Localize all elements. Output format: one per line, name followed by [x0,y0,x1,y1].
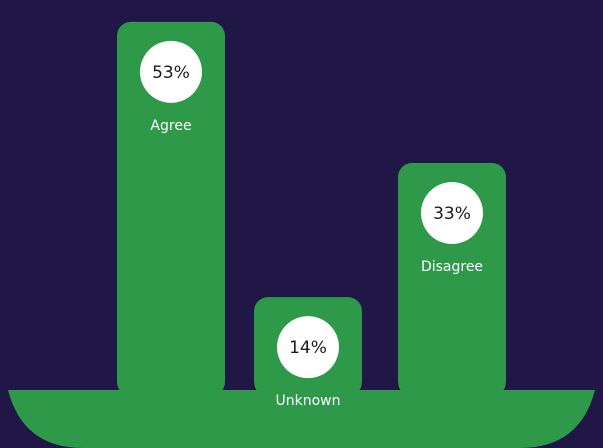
value-label-agree: 53% [152,63,190,83]
value-bubble-unknown [277,316,339,379]
category-label-agree: Agree [150,118,191,134]
value-label-disagree: 33% [433,204,471,224]
category-label-disagree: Disagree [421,259,483,275]
category-label-unknown: Unknown [276,393,341,409]
chart-base-bowl [8,390,595,448]
value-bubble-disagree [421,182,483,245]
value-bubble-agree [140,40,202,103]
bar-agree [117,21,225,396]
value-label-unknown: 14% [289,338,327,358]
labels-layer: 53% Agree 14% Unknown 33% Disagree [140,40,483,409]
